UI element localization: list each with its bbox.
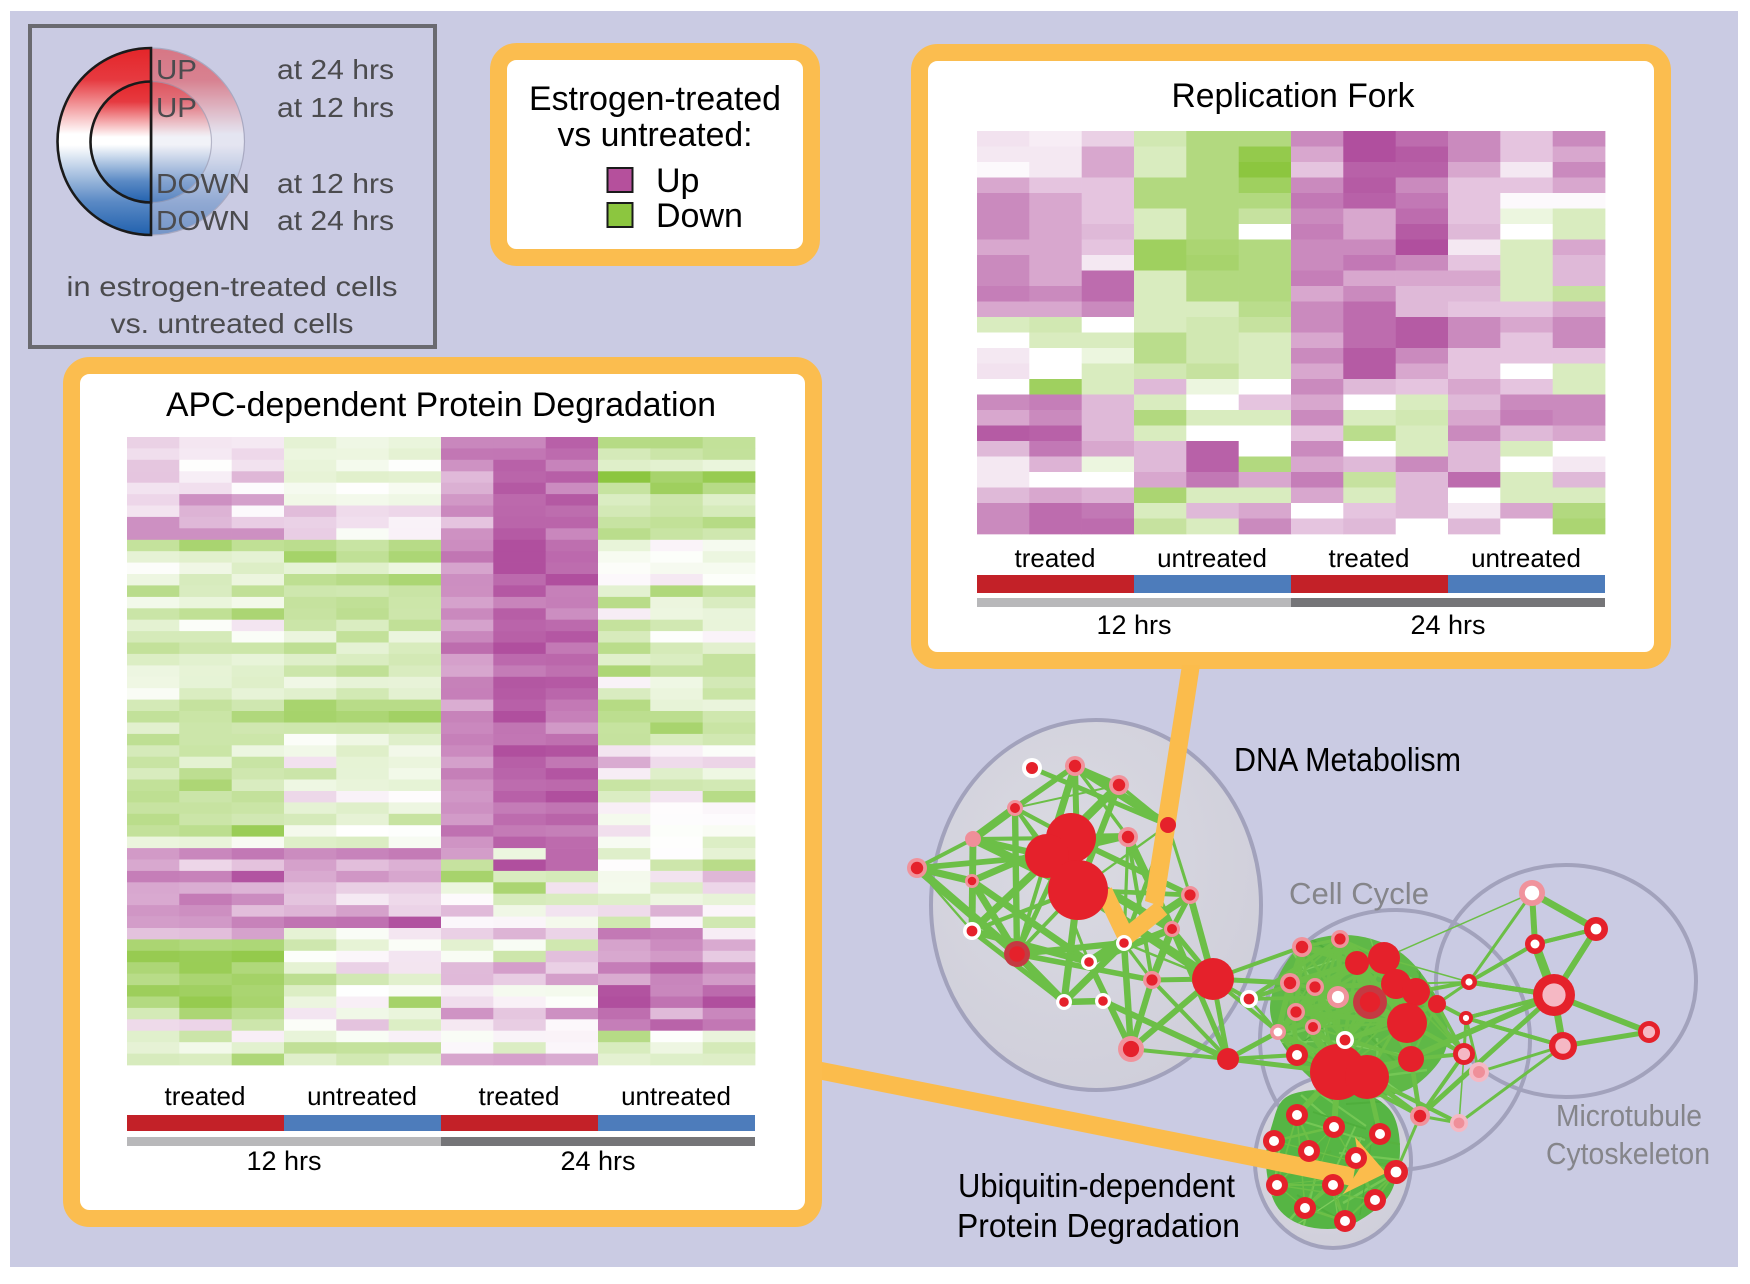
svg-text:untreated: untreated [1471,543,1581,573]
svg-text:Microtubule: Microtubule [1556,1098,1702,1133]
svg-text:at 24 hrs: at 24 hrs [277,54,394,85]
svg-text:12 hrs: 12 hrs [1096,610,1171,640]
svg-text:DNA Metabolism: DNA Metabolism [1234,741,1461,778]
svg-text:in estrogen-treated cells: in estrogen-treated cells [67,271,398,302]
svg-text:24 hrs: 24 hrs [1410,610,1485,640]
svg-text:at 12 hrs: at 12 hrs [277,92,394,123]
svg-text:12 hrs: 12 hrs [246,1146,321,1176]
svg-text:treated: treated [1015,543,1096,573]
svg-text:24 hrs: 24 hrs [560,1146,635,1176]
svg-text:untreated: untreated [621,1081,731,1111]
svg-text:treated: treated [165,1081,246,1111]
svg-text:APC-dependent Protein Degradat: APC-dependent Protein Degradation [166,386,716,424]
svg-text:at 12 hrs: at 12 hrs [277,168,394,199]
svg-text:Up: Up [656,162,699,200]
svg-text:DOWN: DOWN [156,168,250,199]
svg-text:Protein Degradation: Protein Degradation [957,1207,1240,1244]
svg-text:Replication Fork: Replication Fork [1172,77,1416,115]
svg-text:UP: UP [156,92,197,123]
svg-text:UP: UP [156,54,197,85]
svg-text:vs. untreated cells: vs. untreated cells [111,308,354,339]
svg-text:Ubiquitin-dependent: Ubiquitin-dependent [958,1167,1235,1204]
svg-text:Estrogen-treated: Estrogen-treated [529,80,781,118]
svg-text:vs untreated:: vs untreated: [558,116,753,154]
svg-text:treated: treated [1329,543,1410,573]
svg-text:Cytoskeleton: Cytoskeleton [1546,1136,1710,1171]
svg-text:DOWN: DOWN [156,205,250,236]
svg-text:untreated: untreated [307,1081,417,1111]
svg-text:Cell Cycle: Cell Cycle [1289,876,1429,911]
svg-text:untreated: untreated [1157,543,1267,573]
svg-text:Down: Down [656,197,743,235]
svg-text:treated: treated [479,1081,560,1111]
svg-text:at 24 hrs: at 24 hrs [277,205,394,236]
